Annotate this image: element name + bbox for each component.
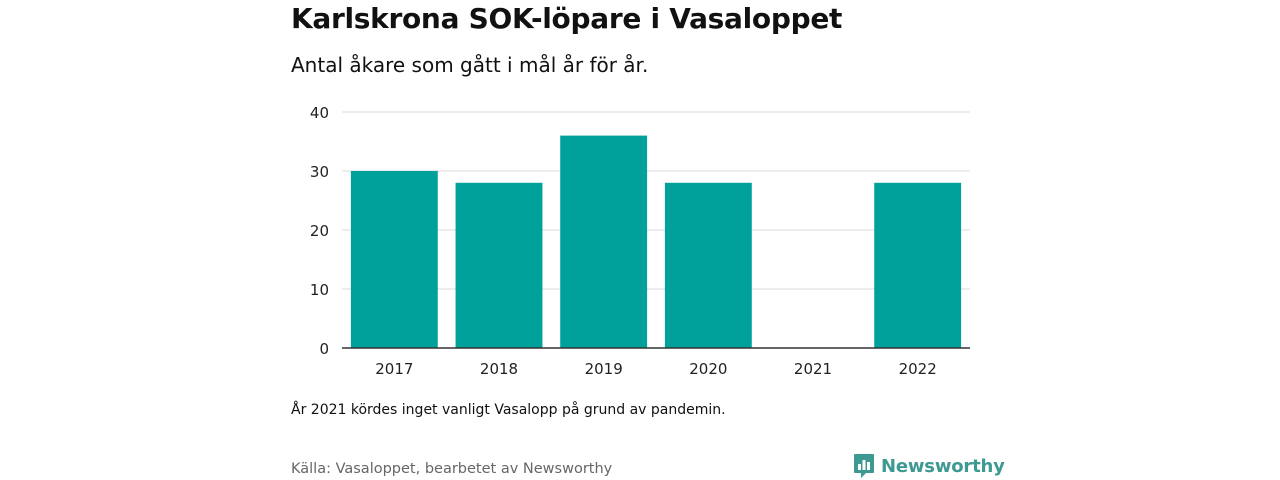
newsworthy-logo-icon	[854, 454, 874, 478]
x-tick-label: 2022	[899, 360, 937, 378]
gridlines	[342, 111, 970, 290]
bar	[350, 171, 438, 348]
chart-note: År 2021 kördes inget vanligt Vasalopp på…	[291, 402, 726, 418]
y-axis-ticks: 0 10 20 30 40	[310, 104, 329, 358]
x-tick-label: 2018	[480, 360, 518, 378]
chart-card: Karlskrona SOK-löpare i Vasaloppet Antal…	[291, 0, 1005, 480]
chart-source: Källa: Vasaloppet, bearbetet av Newswort…	[291, 461, 613, 477]
bars	[350, 135, 962, 348]
bar	[455, 182, 543, 348]
x-axis-ticks: 2017 2018 2019 2020 2021 2022	[375, 360, 937, 378]
chart-title: Karlskrona SOK-löpare i Vasaloppet	[291, 2, 843, 35]
brand-logo[interactable]: Newsworthy	[853, 453, 1005, 479]
y-tick-label: 30	[310, 163, 329, 181]
x-tick-label: 2021	[794, 360, 832, 378]
x-tick-label: 2017	[375, 360, 413, 378]
y-tick-label: 0	[319, 340, 329, 358]
brand-name: Newsworthy	[881, 455, 1005, 477]
x-tick-label: 2020	[689, 360, 727, 378]
y-tick-label: 40	[310, 104, 329, 122]
chart-subtitle: Antal åkare som gått i mål år för år.	[291, 53, 649, 77]
y-tick-label: 20	[310, 222, 329, 240]
bar	[560, 135, 648, 348]
y-tick-label: 10	[310, 281, 329, 299]
bar	[664, 182, 752, 348]
bar-chart: 0 10 20 30 40 2017 2018 2019 2020 2021 2022	[310, 104, 970, 378]
x-tick-label: 2019	[585, 360, 623, 378]
bar	[874, 182, 962, 348]
